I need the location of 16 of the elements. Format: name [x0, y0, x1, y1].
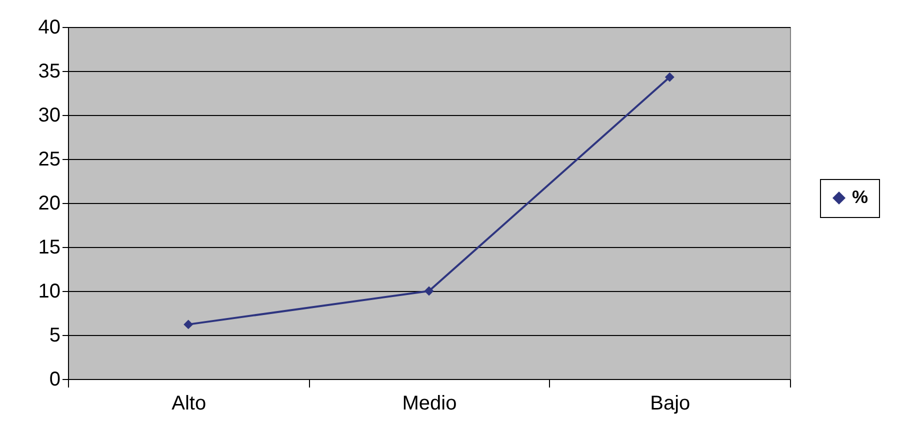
y-tick-label: 30 — [38, 104, 60, 126]
y-tick-label: 20 — [38, 192, 60, 214]
x-tick-label: Alto — [172, 392, 206, 414]
y-tick-label: 40 — [38, 16, 60, 38]
point — [184, 320, 194, 330]
y-tick-label: 25 — [38, 148, 60, 170]
y-tick-label: 5 — [49, 324, 60, 346]
point — [424, 286, 434, 296]
y-tick-label: 35 — [38, 60, 60, 82]
y-tick-label: 0 — [49, 368, 60, 390]
y-tick-label: 10 — [38, 280, 60, 302]
point — [664, 72, 674, 82]
x-tick-label: Medio — [402, 392, 457, 414]
x-tick-label: Bajo — [650, 392, 690, 414]
legend-label: % — [852, 187, 868, 207]
y-tick-label: 15 — [38, 236, 60, 258]
